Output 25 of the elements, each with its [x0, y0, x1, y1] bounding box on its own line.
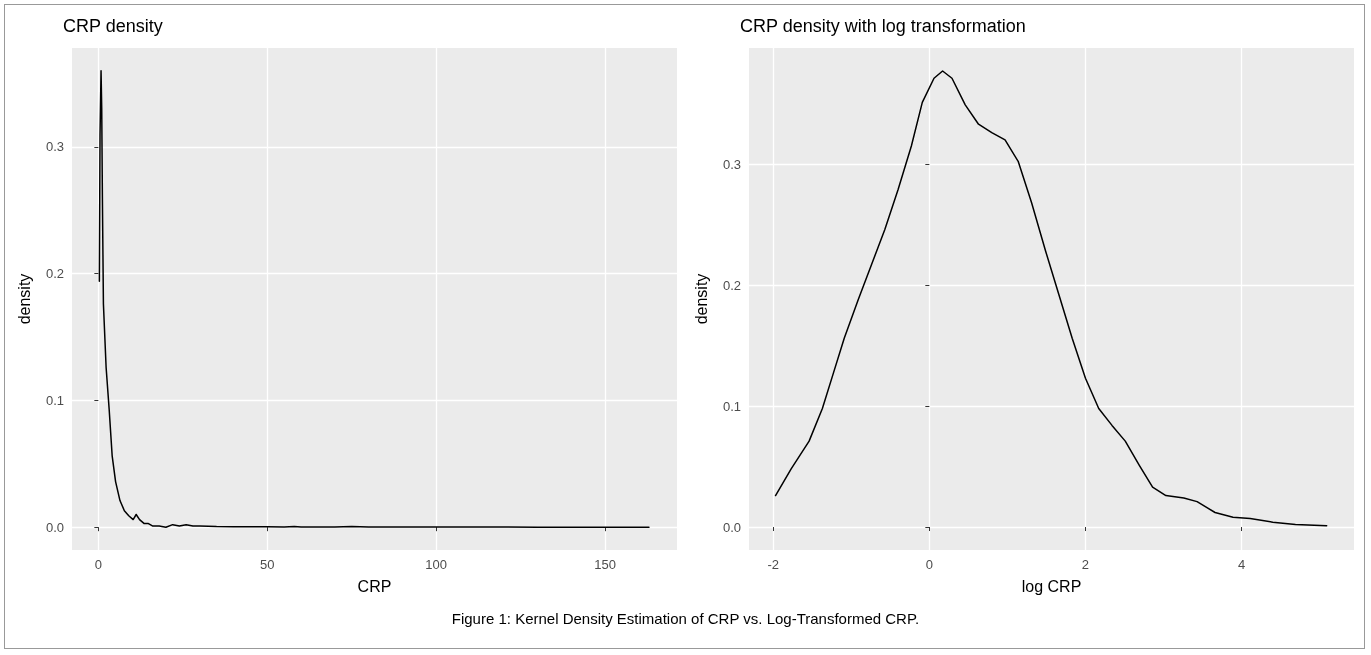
y-tick-label: 0.2 [45, 266, 64, 282]
y-axis-title: density [692, 273, 710, 325]
y-tick-label: 0.0 [45, 519, 64, 535]
x-tick-label: 0 [94, 557, 102, 572]
y-tick-label: 0.2 [722, 277, 741, 293]
y-tick-label: 0.1 [722, 398, 741, 414]
x-tick-label: 100 [425, 557, 447, 572]
y-tick-label: 0.3 [45, 139, 64, 155]
y-axis-title: density [15, 273, 33, 325]
y-tick-label: 0.0 [722, 519, 741, 535]
y-tick-label: 0.1 [45, 392, 64, 408]
x-tick-label: -2 [767, 557, 779, 572]
chart-title: CRP density with log transformation [740, 16, 1026, 36]
x-tick-label: 0 [925, 557, 933, 572]
chart-title: CRP density [63, 16, 163, 36]
line-series [774, 70, 1328, 527]
x-tick-label: 2 [1081, 557, 1090, 572]
y-tick-label: 0.3 [722, 156, 741, 172]
line-series [98, 70, 650, 528]
x-tick-label: 150 [594, 557, 616, 572]
x-tick-label: 4 [1237, 557, 1246, 572]
x-axis-title: log CRP [1021, 577, 1082, 595]
caption: Figure 1: Kernel Density Estimation of CRP vs. Log-Transformed CRP. [450, 610, 921, 627]
x-axis-title: CRP [357, 577, 392, 595]
x-tick-label: 50 [260, 557, 275, 572]
